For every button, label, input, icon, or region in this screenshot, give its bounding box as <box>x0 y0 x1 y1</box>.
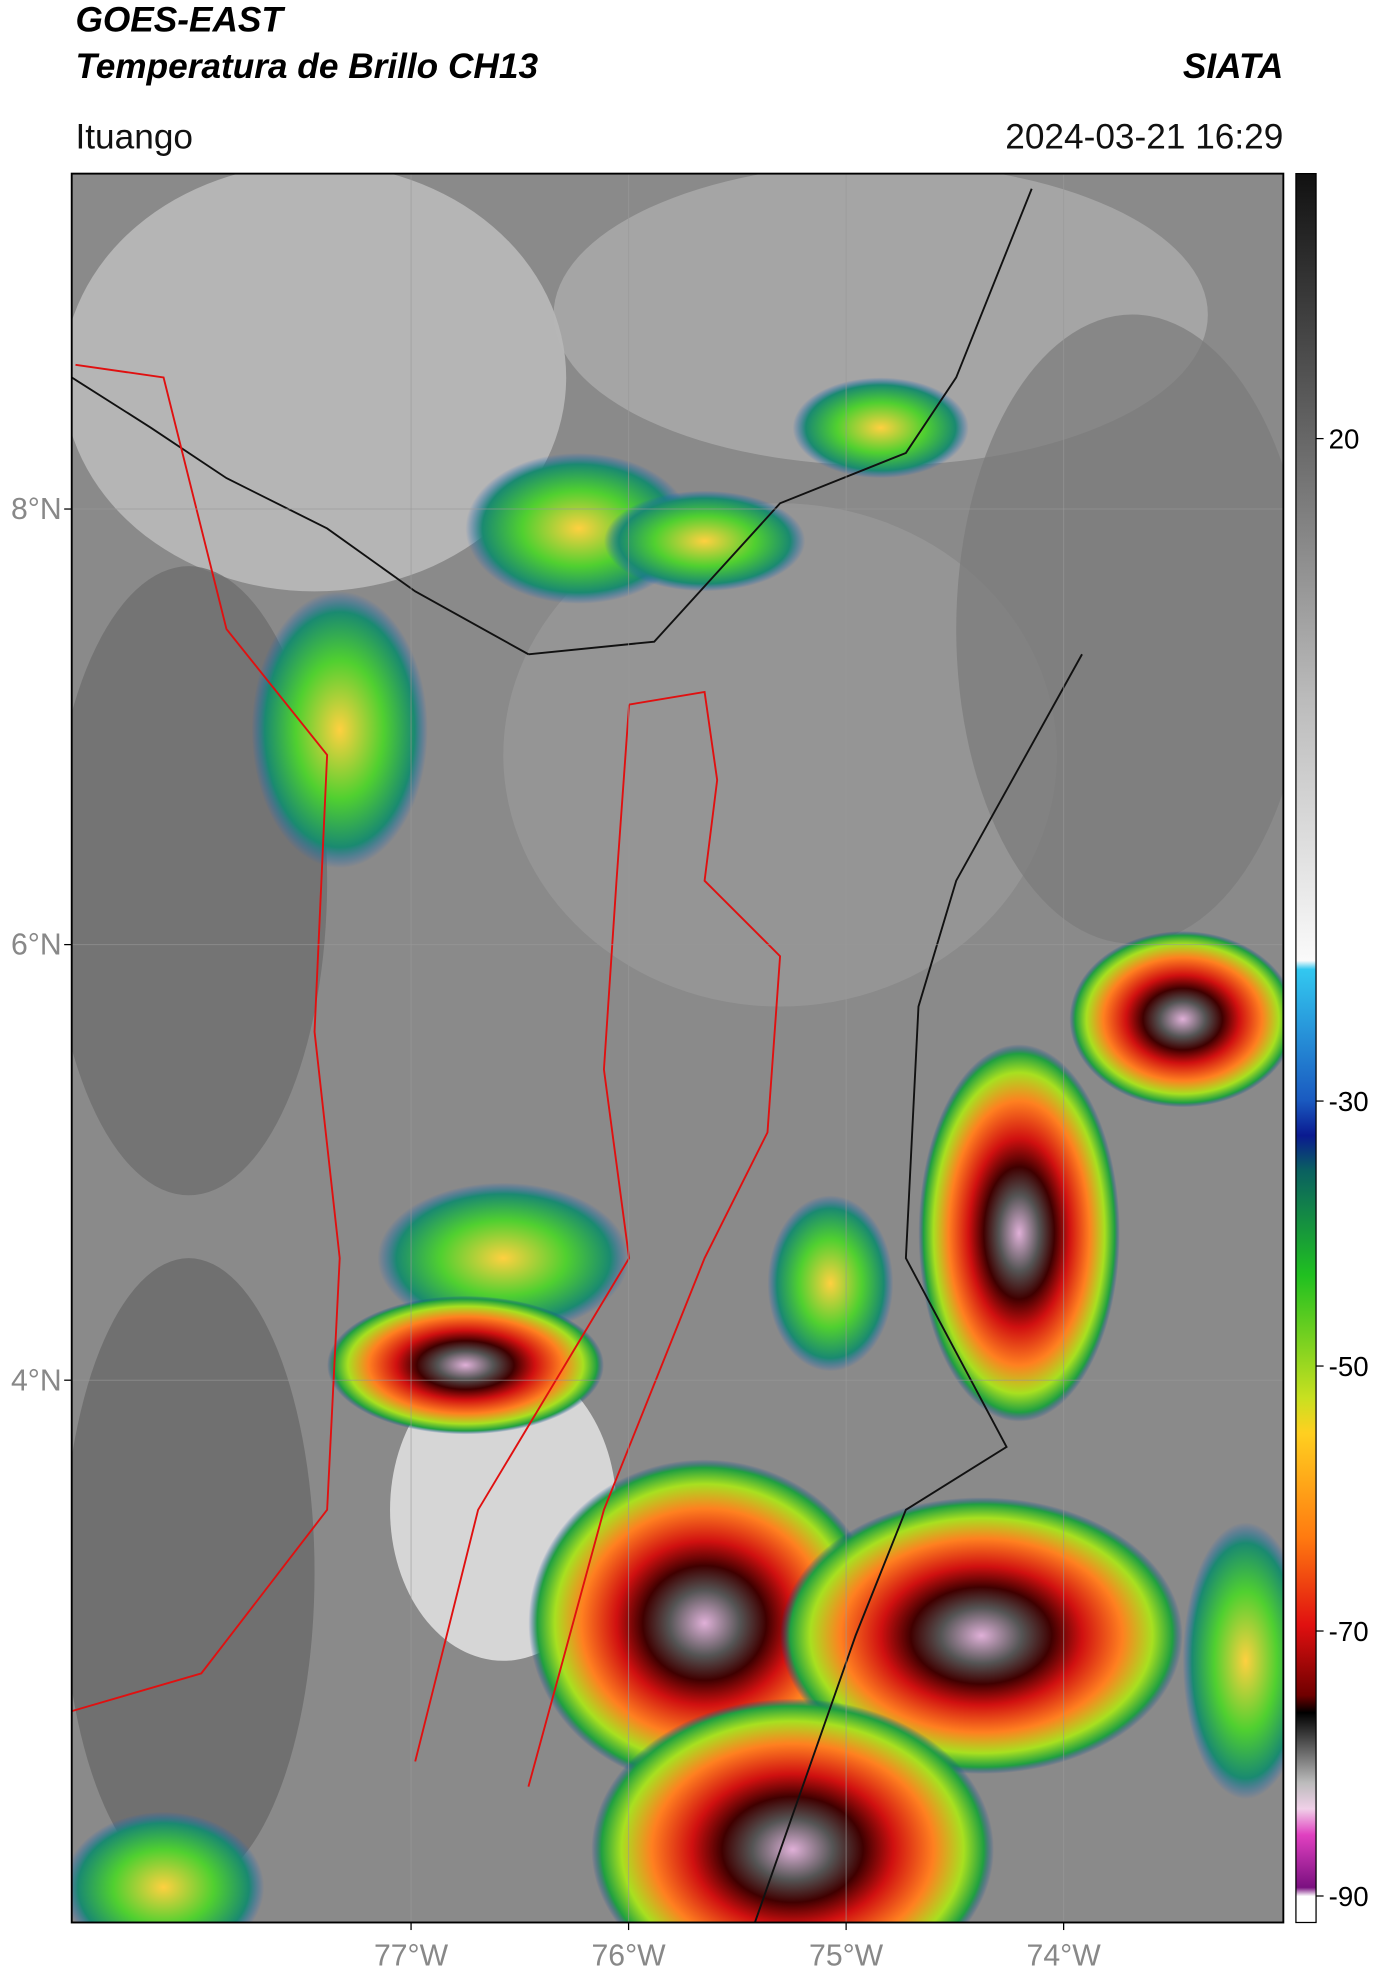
grid <box>71 173 1284 1923</box>
basin <box>527 690 782 1787</box>
basin <box>414 704 631 1762</box>
storm <box>1069 931 1284 1108</box>
storm <box>327 1295 604 1435</box>
y-tick-label: 6°N <box>11 929 62 962</box>
cloud <box>956 314 1284 944</box>
source: SIATA <box>1183 47 1283 86</box>
cell <box>377 1182 630 1334</box>
cell <box>792 377 969 479</box>
storm <box>918 1044 1120 1422</box>
cloud <box>503 503 1057 1007</box>
cell <box>71 1811 265 1923</box>
cell <box>603 490 806 592</box>
colorbar-label: -90 <box>1329 1881 1369 1912</box>
timestamp: 2024-03-21 16:29 <box>1005 117 1283 156</box>
colorbar-label: -50 <box>1329 1351 1369 1382</box>
border <box>71 376 529 656</box>
x-tick-label: 77°W <box>374 1939 449 1972</box>
coastline <box>71 363 341 1713</box>
cell <box>1182 1522 1284 1800</box>
colorbar <box>1295 172 1317 1924</box>
satellite-image <box>71 173 1284 1923</box>
map-frame <box>70 172 1285 1924</box>
title: GOES-EAST <box>75 0 285 39</box>
subtitle: Temperatura de Brillo CH13 <box>75 47 538 86</box>
x-tick-label: 76°W <box>592 1939 667 1972</box>
cell <box>767 1195 894 1372</box>
border <box>754 653 1083 1923</box>
x-tick-label: 74°W <box>1027 1939 1102 1972</box>
y-tick-label: 4°N <box>11 1364 62 1397</box>
colorbar-label: -30 <box>1329 1086 1369 1117</box>
storm <box>780 1497 1183 1775</box>
y-tick-label: 8°N <box>11 493 62 526</box>
region: Ituango <box>75 117 193 156</box>
storm <box>591 1698 994 1923</box>
ocean <box>71 1258 315 1888</box>
cell <box>251 591 428 869</box>
colorbar-label: -70 <box>1329 1616 1369 1647</box>
border <box>528 188 1033 656</box>
colorbar-label: 20 <box>1329 424 1360 455</box>
cloud <box>71 173 567 592</box>
x-tick-label: 75°W <box>809 1939 884 1972</box>
